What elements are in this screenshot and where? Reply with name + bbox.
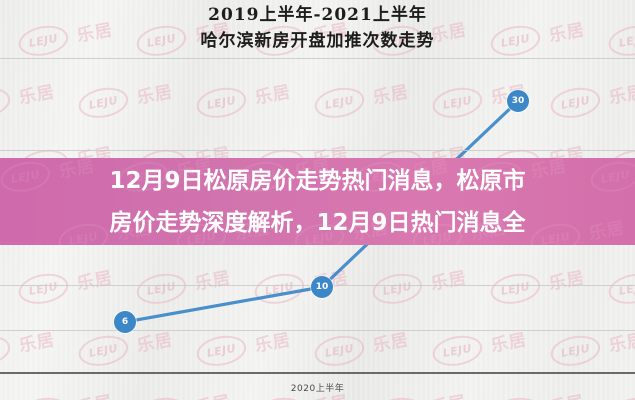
watermark-label: 乐居: [57, 158, 97, 183]
gridline-4: [0, 330, 635, 331]
watermark-leju-icon: LEJU: [0, 158, 53, 196]
chart-title: 2019上半年-2021上半年 哈尔滨新房开盘加推次数走势: [0, 2, 635, 54]
gridline-1: [0, 150, 635, 151]
watermark-label: 乐居: [587, 218, 627, 245]
headline-line-2: 房价走势深度解析，12月9日热门消息全: [109, 209, 526, 236]
watermark-leju-icon: LEJU: [56, 219, 111, 245]
headline-overlay-banner: LEJU乐居LEJU乐居LEJU乐居LEJU乐居LEJU乐居LEJU乐居LEJU…: [0, 158, 635, 245]
watermark-leju-icon: LEJU: [588, 158, 635, 196]
data-point-marker-2020上半年[interactable]: 10: [311, 276, 333, 298]
headline-line-1: 12月9日松原房价走势热门消息，松原市: [109, 167, 526, 194]
gridline-0: [0, 58, 635, 59]
watermark-leju-icon: LEJU: [528, 219, 583, 245]
chart-title-line-2: 哈尔滨新房开盘加推次数走势: [200, 31, 435, 51]
watermark-label: 乐居: [529, 158, 569, 183]
chart-title-line-1: 2019上半年-2021上半年: [208, 5, 427, 25]
data-point-marker-2021上半年[interactable]: 30: [507, 90, 529, 112]
x-axis-tick-label: 2020上半年: [290, 384, 345, 394]
x-axis-line: [0, 372, 635, 374]
data-point-marker-2019上半年[interactable]: 6: [114, 311, 136, 333]
